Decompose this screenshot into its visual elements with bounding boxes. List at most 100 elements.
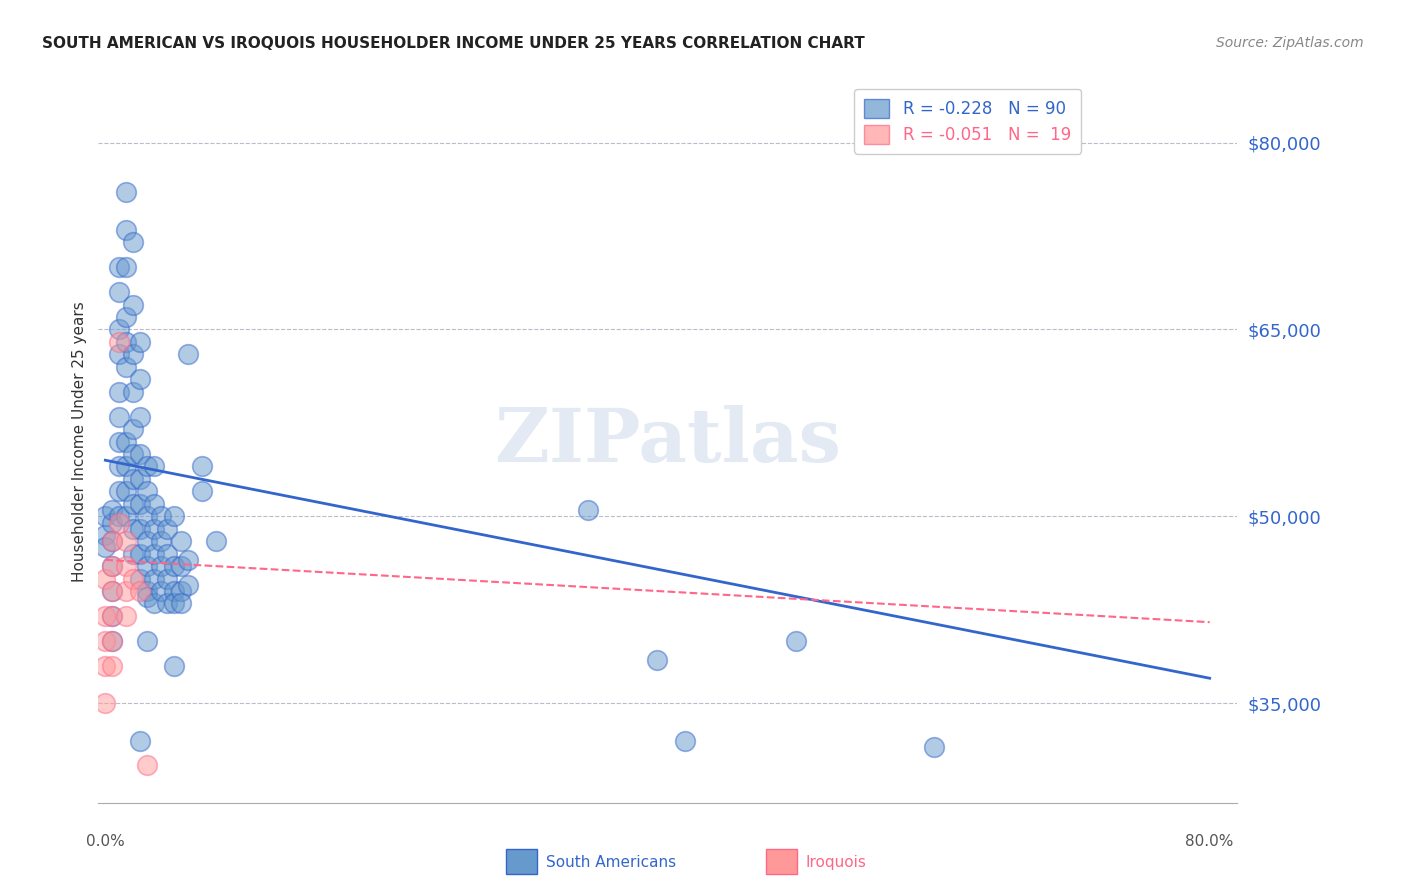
Point [170,597,193,611]
Point [128,334,150,349]
Point [135,591,157,605]
Point [191,459,214,474]
Point [94,609,117,624]
Point [647,652,669,666]
Text: 0.0%: 0.0% [86,834,125,849]
Point [135,584,157,599]
Point [108,285,131,299]
Point [177,553,200,567]
Point [135,534,157,549]
Point [108,484,131,499]
Point [115,334,138,349]
Point [115,509,138,524]
Point [135,459,157,474]
Point [101,534,124,549]
Point [94,509,117,524]
Point [204,534,226,549]
Point [115,559,138,574]
Point [94,658,117,673]
Point [94,541,117,555]
Point [101,658,124,673]
Point [128,522,150,536]
Point [142,459,165,474]
Point [101,503,124,517]
Point [128,733,150,747]
Point [149,534,172,549]
Point [94,528,117,542]
Point [142,497,165,511]
Point [128,547,150,561]
Point [115,223,138,237]
Point [163,509,186,524]
Point [108,334,131,349]
Point [191,484,214,499]
Point [149,559,172,574]
Point [108,459,131,474]
Text: 80.0%: 80.0% [1185,834,1234,849]
Point [101,559,124,574]
Point [128,409,150,424]
Point [122,522,145,536]
Point [149,584,172,599]
Point [156,522,179,536]
Y-axis label: Householder Income Under 25 years: Householder Income Under 25 years [72,301,87,582]
Point [115,434,138,449]
Point [94,572,117,586]
Point [170,534,193,549]
Text: SOUTH AMERICAN VS IROQUOIS HOUSEHOLDER INCOME UNDER 25 YEARS CORRELATION CHART: SOUTH AMERICAN VS IROQUOIS HOUSEHOLDER I… [42,36,865,51]
Point [922,739,945,754]
Text: South Americans: South Americans [546,855,676,870]
Point [115,260,138,274]
Point [122,347,145,361]
Point [128,447,150,461]
Point [101,609,124,624]
Point [101,534,124,549]
Point [94,633,117,648]
Point [122,384,145,399]
Point [128,572,150,586]
Point [135,484,157,499]
Point [163,597,186,611]
Point [135,509,157,524]
Point [115,186,138,200]
Point [115,359,138,374]
Point [101,609,124,624]
Point [101,633,124,648]
Point [785,633,807,648]
Point [122,572,145,586]
Point [673,733,696,747]
Point [115,484,138,499]
Point [122,422,145,436]
Point [170,584,193,599]
Point [101,584,124,599]
Point [163,658,186,673]
Point [115,459,138,474]
Point [101,516,124,530]
Point [108,409,131,424]
Point [149,509,172,524]
Point [108,516,131,530]
Point [108,434,131,449]
Point [142,572,165,586]
Point [101,584,124,599]
Text: Iroquois: Iroquois [806,855,866,870]
Point [122,235,145,250]
Legend: R = -0.228   N = 90, R = -0.051   N =  19: R = -0.228 N = 90, R = -0.051 N = 19 [855,88,1081,153]
Point [128,372,150,386]
Point [128,497,150,511]
Point [101,633,124,648]
Point [163,584,186,599]
Point [142,597,165,611]
Point [135,559,157,574]
Point [170,559,193,574]
Point [108,322,131,336]
Point [177,578,200,592]
Point [108,260,131,274]
Point [108,384,131,399]
Point [156,597,179,611]
Point [578,503,600,517]
Point [156,547,179,561]
Point [94,696,117,710]
Point [122,497,145,511]
Point [122,297,145,311]
